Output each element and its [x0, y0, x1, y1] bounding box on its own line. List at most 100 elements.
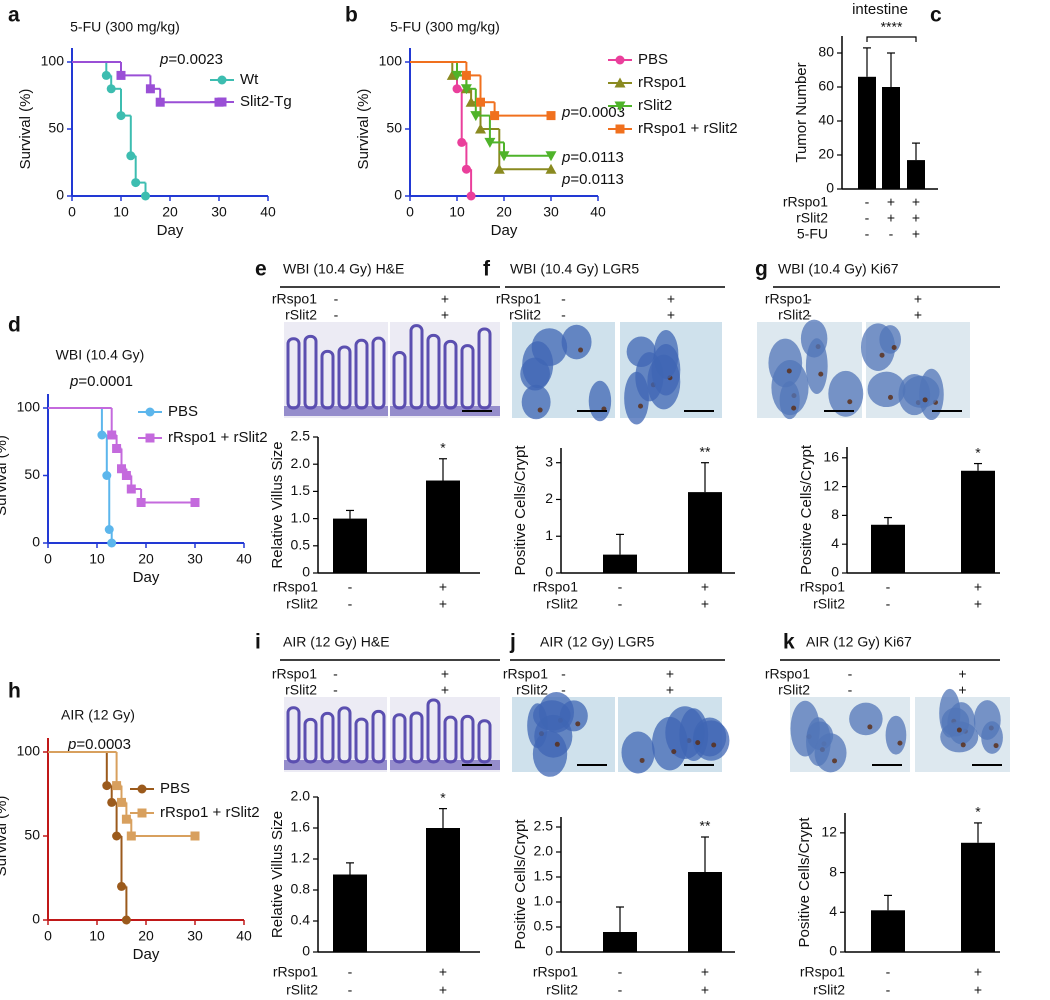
treatment-sign: + [958, 682, 966, 698]
stain-dot [818, 371, 824, 377]
y-tick-label: 40 [818, 112, 834, 128]
crypt-band [390, 760, 500, 770]
y-tick-label: 2.5 [291, 428, 311, 444]
data-point [545, 151, 557, 162]
panel-letter: b [345, 4, 358, 27]
legend-label: Wt [240, 71, 259, 88]
treatment-sign: - [886, 579, 891, 595]
chart-title: 5-FU (300 mg/kg) [390, 19, 500, 35]
bar [333, 518, 367, 573]
treatment-sign: - [618, 596, 623, 612]
treatment-sign: + [439, 964, 447, 980]
treatment-label: rSlit2 [546, 596, 578, 612]
x-tick-label: 10 [113, 204, 129, 220]
micrograph [618, 697, 730, 774]
treatment-sign: + [441, 682, 449, 698]
data-point [117, 797, 126, 807]
treatment-sign: + [914, 291, 922, 307]
legend-marker [145, 433, 155, 443]
y-axis-label: Positive Cells/Crypt [796, 817, 813, 948]
treatment-label: rRspo1 [765, 666, 810, 682]
legend-label: rRspo1 [638, 74, 686, 91]
panel-letter: g [755, 258, 768, 281]
crypt [768, 338, 803, 388]
stain-dot [711, 742, 717, 748]
stain-dot [960, 742, 966, 748]
y-tick-label: 3 [545, 453, 553, 469]
treatment-sign: + [887, 194, 895, 210]
treatment-sign: - [348, 579, 353, 595]
crypt [588, 380, 612, 422]
crypt-band [284, 406, 388, 416]
bar [333, 874, 367, 952]
chart-title: intestine [852, 1, 908, 18]
treatment-sign: + [974, 982, 982, 998]
y-axis-label: Survival (%) [0, 435, 10, 516]
crypt [828, 370, 864, 417]
y-tick-label: 0 [545, 564, 553, 580]
chart-title: WBI (10.4 Gy) Ki67 [778, 261, 899, 277]
y-tick-label: 50 [48, 120, 64, 136]
crypt [621, 731, 655, 774]
treatment-label: rRspo1 [272, 666, 317, 682]
treatment-label: rRspo1 [496, 291, 541, 307]
bar [882, 87, 900, 189]
y-axis-label: Tumor Number [793, 62, 810, 162]
data-point [107, 538, 117, 548]
legend-label: rRspo1 + rSlit2 [160, 804, 260, 821]
chart-title: AIR (12 Gy) LGR5 [540, 634, 655, 650]
data-point [493, 163, 505, 174]
x-tick-label: 20 [138, 551, 154, 567]
crypt [941, 707, 970, 737]
y-tick-label: 1.6 [291, 819, 311, 835]
stain-dot [922, 397, 928, 403]
data-point [102, 781, 112, 791]
x-tick-label: 0 [406, 204, 414, 220]
treatment-label: rSlit2 [516, 682, 548, 698]
y-tick-label: 12 [821, 824, 837, 840]
y-tick-label: 12 [823, 477, 839, 493]
treatment-sign: + [912, 226, 920, 242]
y-tick-label: 50 [24, 466, 40, 482]
data-point [470, 111, 482, 122]
data-point [116, 111, 126, 121]
treatment-sign: - [865, 194, 870, 210]
legend-marker [137, 808, 147, 818]
y-tick-label: 1.0 [291, 509, 311, 525]
significance-bracket [866, 36, 917, 42]
legend-marker [217, 97, 227, 107]
legend-marker [614, 77, 626, 88]
treatment-sign: + [701, 982, 709, 998]
stain-dot [832, 758, 838, 764]
stain-dot [847, 399, 853, 405]
y-tick-label: 0.5 [291, 537, 311, 553]
treatment-label: rRspo1 [783, 194, 828, 210]
y-tick-label: 8 [829, 863, 837, 879]
data-point [121, 471, 131, 480]
micrograph [757, 319, 864, 420]
y-tick-label: 1 [545, 527, 553, 543]
data-point [484, 137, 496, 148]
legend-label: rRspo1 + rSlit2 [638, 120, 738, 137]
y-tick-label: 100 [379, 53, 403, 69]
y-tick-label: 1.5 [534, 868, 554, 884]
y-axis-label: Positive Cells/Crypt [798, 444, 815, 575]
treatment-sign: - [886, 982, 891, 998]
legend-marker [137, 784, 147, 794]
y-tick-label: 80 [818, 44, 834, 60]
crypt-band [284, 760, 387, 770]
micrograph [915, 688, 1010, 772]
panel-letter: i [255, 631, 261, 654]
y-tick-label: 2 [545, 490, 553, 506]
treatment-label: rRspo1 [533, 964, 578, 980]
panel-letter: a [8, 4, 20, 27]
y-tick-label: 100 [41, 53, 65, 69]
bar [871, 524, 905, 573]
y-tick-label: 0 [56, 187, 64, 203]
data-point [121, 915, 131, 925]
x-tick-label: 40 [260, 204, 276, 220]
stain-dot [695, 740, 701, 746]
y-axis-label: Relative Villus Size [269, 811, 286, 938]
treatment-sign: + [912, 210, 920, 226]
data-point [475, 123, 486, 134]
